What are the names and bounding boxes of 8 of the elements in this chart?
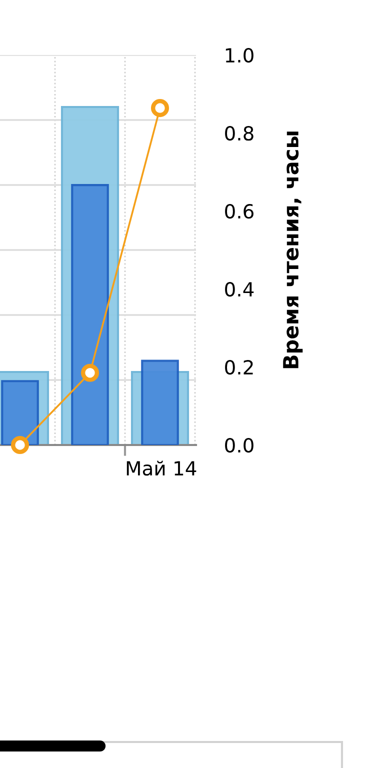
y2-tick-label: 0.0 [225,438,254,453]
y2-tick-label: 0.6 [225,204,254,219]
y2-tick-label: 0.4 [225,282,254,297]
y2-tick-label: 0.8 [225,126,254,141]
text: Май 14 [126,460,196,476]
y2-tick-label: 1.0 [226,48,254,63]
y2-tick-label: 0.2 [225,360,253,375]
y2-axis-title: Время чтения, часы [283,132,303,368]
